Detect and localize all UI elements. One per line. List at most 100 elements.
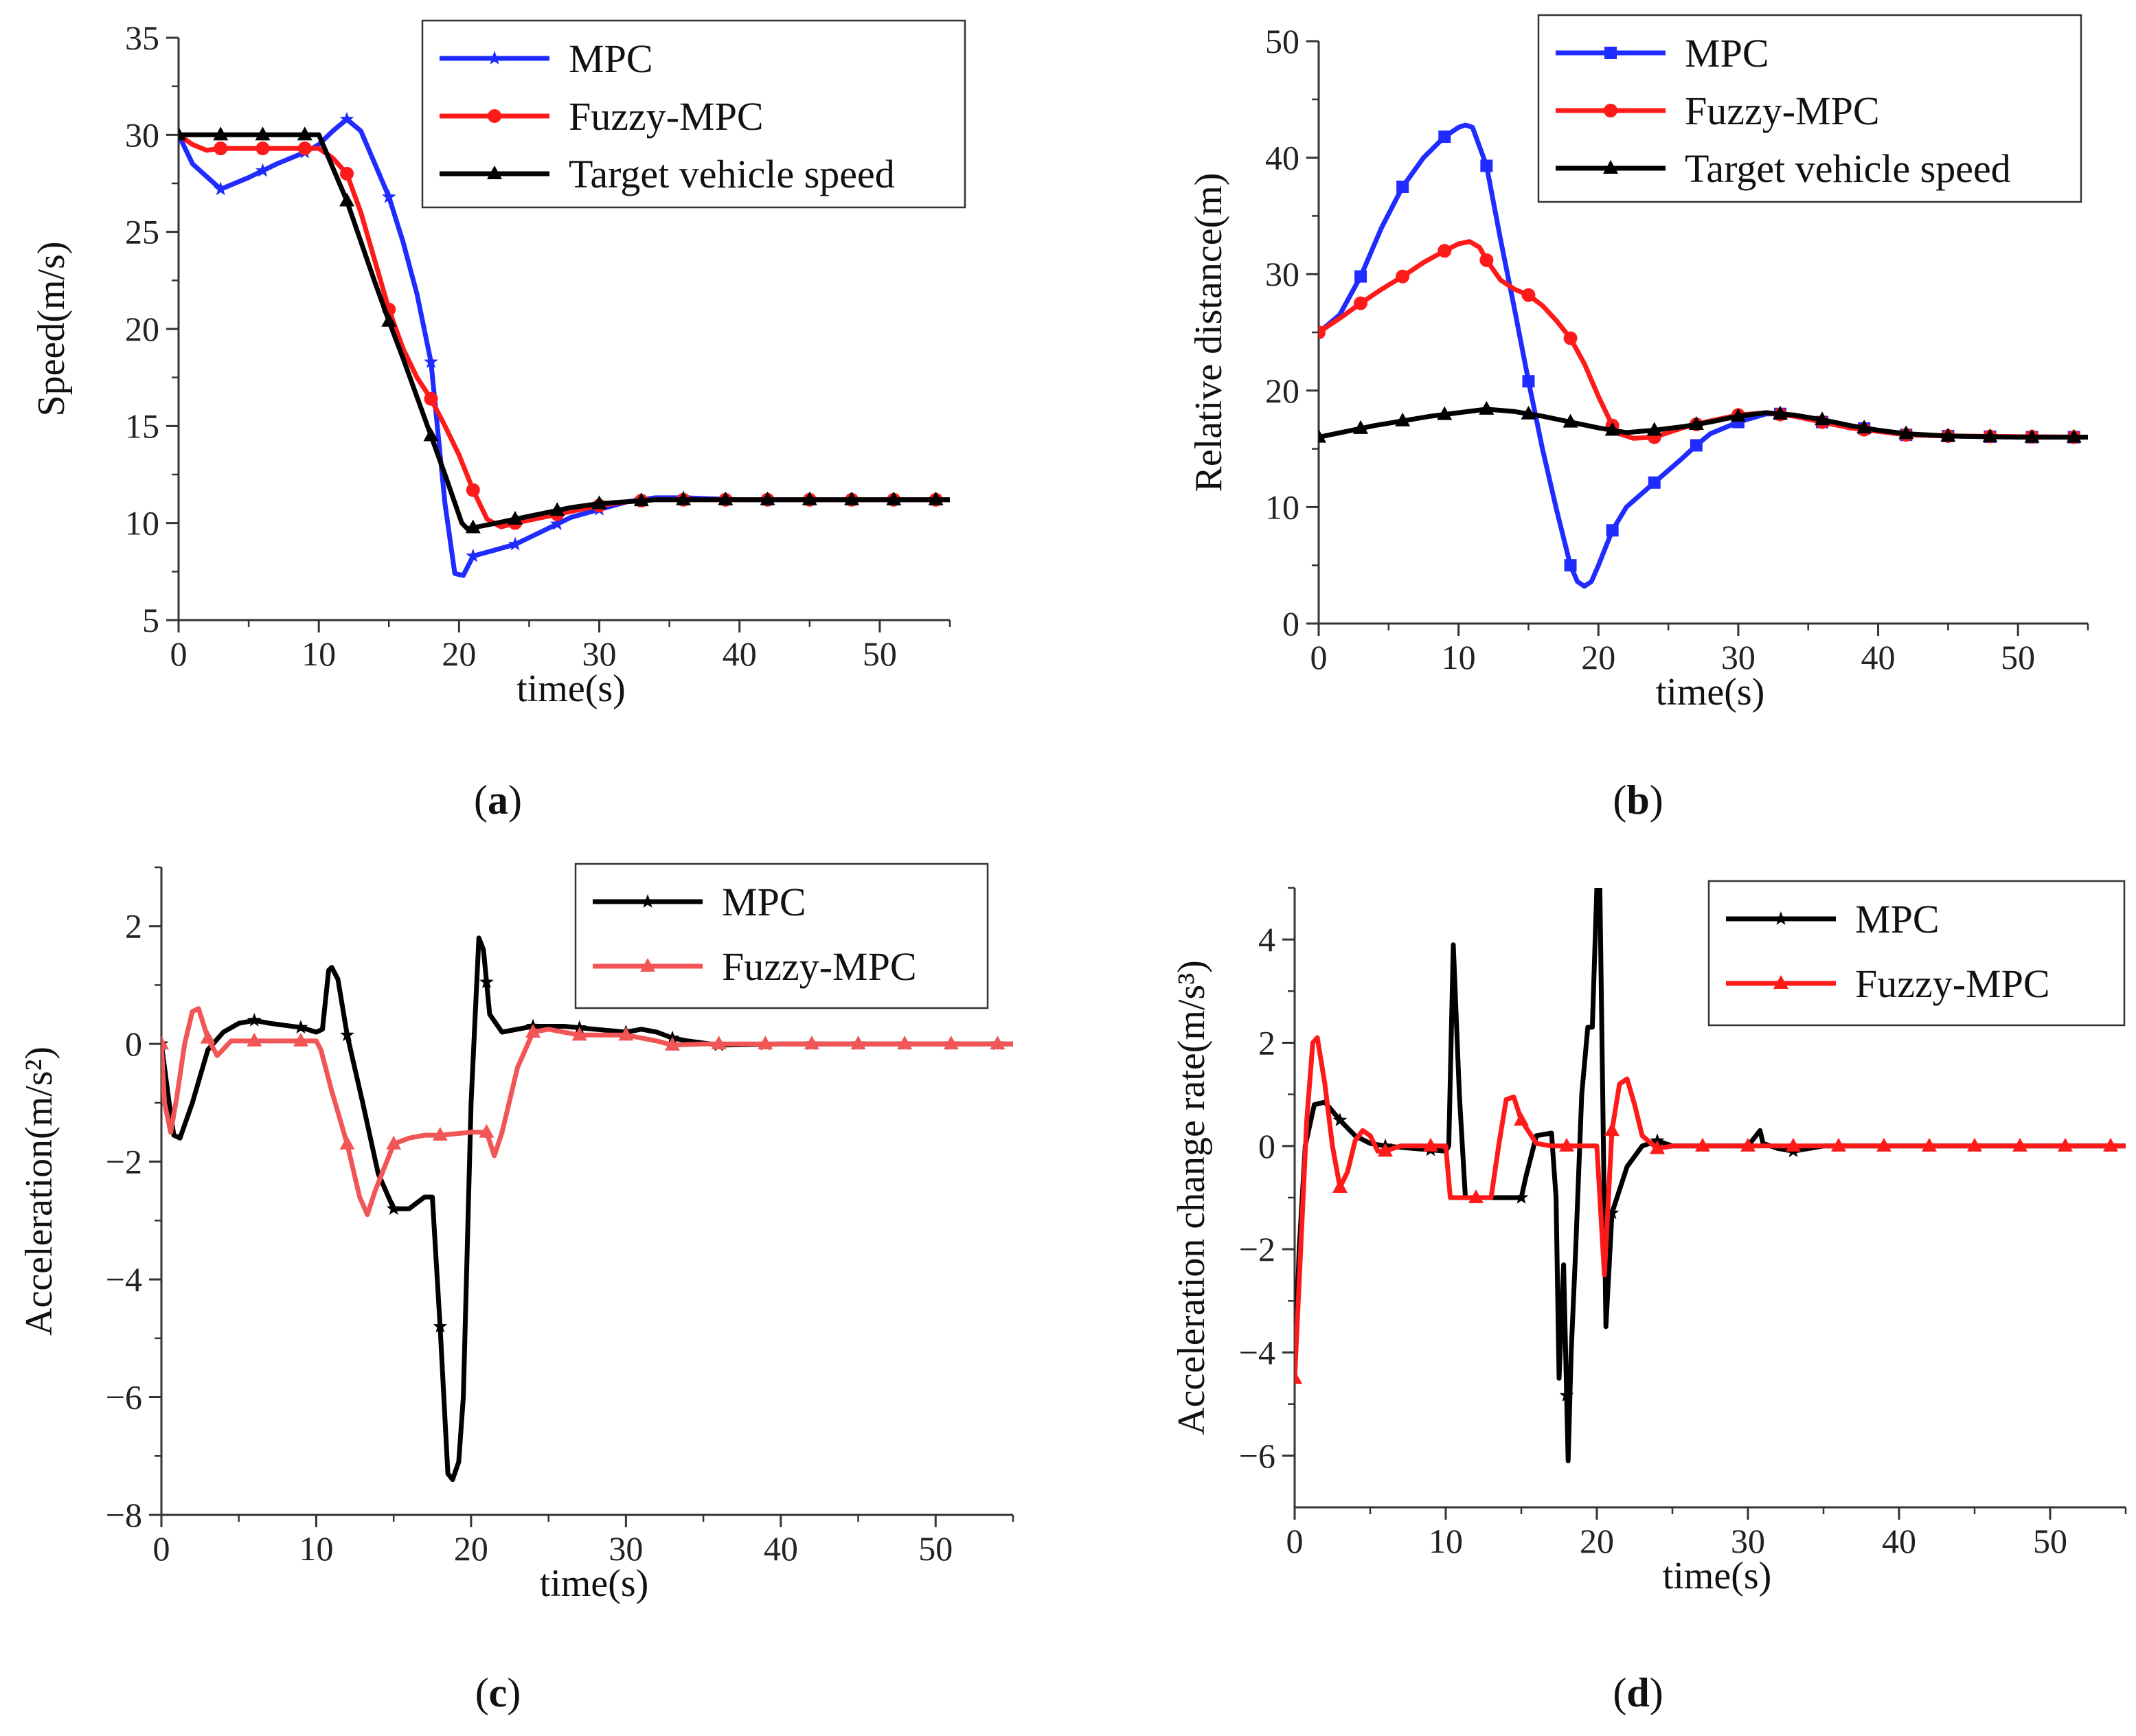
series-point	[1521, 288, 1536, 302]
series-point	[213, 126, 229, 141]
y-tick-label: 0	[1258, 1127, 1275, 1165]
x-tick-label: 10	[1442, 638, 1476, 676]
x-tick-label: 10	[1429, 1522, 1463, 1560]
series-point	[1650, 1133, 1665, 1147]
legend: MPC Fuzzy-MPC Target vehicle speed	[421, 19, 966, 209]
series-point	[760, 491, 775, 505]
series-point	[1786, 1137, 1801, 1152]
series-point	[1332, 1112, 1348, 1127]
series-point	[2024, 429, 2040, 443]
series-point	[255, 141, 270, 156]
series-point	[1423, 1137, 1438, 1152]
y-tick-label: 20	[1265, 372, 1299, 410]
series-point	[711, 1036, 727, 1050]
series-point	[340, 1027, 354, 1042]
series-point	[1648, 476, 1661, 489]
series-point	[297, 141, 312, 156]
series-point	[1468, 1189, 1484, 1203]
series-point	[718, 491, 734, 505]
series-point	[339, 111, 354, 126]
series-point	[1940, 427, 1956, 442]
x-tick-label: 20	[1580, 1522, 1614, 1560]
series-point	[1831, 1137, 1846, 1152]
series-point	[549, 516, 565, 530]
x-tick-label: 10	[302, 635, 336, 673]
legend-label: MPC	[722, 880, 806, 924]
series-point	[1730, 408, 1746, 422]
series-point	[386, 1135, 402, 1150]
y-tick-label: 30	[125, 115, 159, 154]
series-point	[466, 483, 480, 497]
series-point	[1438, 130, 1451, 144]
x-axis-title: time(s)	[540, 1562, 649, 1605]
y-tick-label: 20	[125, 310, 159, 348]
chart-c: 0 10 20 30 40 50 −8 −6 −4 −2 0 2 time(s) Acceleration…	[18, 863, 1014, 1715]
y-tick-label: 35	[125, 19, 159, 57]
series-point	[1514, 1112, 1529, 1126]
x-tick-label: 30	[582, 635, 617, 673]
series-point	[1604, 1205, 1620, 1220]
series-point	[1295, 1370, 1302, 1384]
series-point	[381, 189, 396, 203]
x-tick-label: 30	[1731, 1522, 1765, 1560]
series-point	[2066, 429, 2082, 443]
series-point	[297, 126, 313, 141]
series-point	[1898, 425, 1914, 439]
series-point	[943, 1036, 959, 1050]
x-tick-label: 0	[170, 635, 188, 673]
series-point	[1396, 181, 1409, 193]
legend-label: Fuzzy-MPC	[722, 944, 917, 989]
y-axis-title: Relative distance(m)	[1188, 173, 1230, 492]
series-point	[1521, 405, 1536, 420]
series-point	[1378, 1143, 1393, 1157]
y-tick-label: 0	[1282, 604, 1299, 643]
series-point	[213, 181, 228, 196]
x-tick-label: 50	[863, 635, 897, 673]
series-point	[850, 1036, 866, 1050]
series-point	[466, 548, 481, 562]
legend-label: MPC	[569, 36, 653, 81]
y-tick-label: −2	[1239, 1230, 1275, 1268]
y-tick-label: 40	[1265, 139, 1299, 177]
series-point	[525, 1024, 541, 1038]
series-point	[1437, 406, 1453, 420]
y-axis-title: Acceleration(m/s²)	[18, 1047, 60, 1336]
series-point	[247, 1012, 262, 1027]
panel-caption: (a)	[474, 777, 522, 823]
panel-caption: (d)	[1613, 1670, 1663, 1715]
y-tick-label: 50	[1265, 22, 1299, 60]
series-point	[1604, 422, 1620, 436]
legend-marker	[1604, 104, 1617, 117]
x-tick-label: 10	[299, 1529, 333, 1568]
series-point	[255, 126, 271, 141]
series-point	[1479, 400, 1495, 415]
legend-label: Target vehicle speed	[1685, 146, 2011, 191]
series-point	[1354, 270, 1367, 283]
series-point	[1319, 429, 1326, 443]
series-point	[804, 1036, 819, 1050]
series-point	[990, 1036, 1005, 1050]
legend-marker	[487, 165, 502, 179]
series-point	[1688, 415, 1704, 430]
series-point	[928, 491, 944, 505]
y-tick-label: −6	[1239, 1437, 1275, 1475]
y-tick-label: 30	[1265, 255, 1299, 293]
series-point	[2012, 1137, 2027, 1152]
plot-area	[179, 111, 950, 578]
series-point	[179, 126, 186, 141]
y-tick-label: 15	[125, 407, 159, 445]
series-point	[676, 491, 692, 505]
series-point	[247, 1032, 262, 1047]
series-line-fuzzy-mpc	[1319, 239, 2088, 441]
series-point	[1982, 428, 1998, 442]
y-axis-title: Speed(m/s)	[30, 241, 73, 416]
series-line-mpc	[161, 935, 1013, 1483]
y-tick-label: 5	[142, 601, 159, 639]
legend-label: MPC	[1685, 31, 1769, 76]
y-tick-label: −6	[106, 1378, 142, 1417]
series-point	[508, 536, 523, 551]
series-point	[433, 1318, 448, 1333]
series-point	[633, 492, 649, 507]
legend-label: Target vehicle speed	[569, 152, 895, 196]
